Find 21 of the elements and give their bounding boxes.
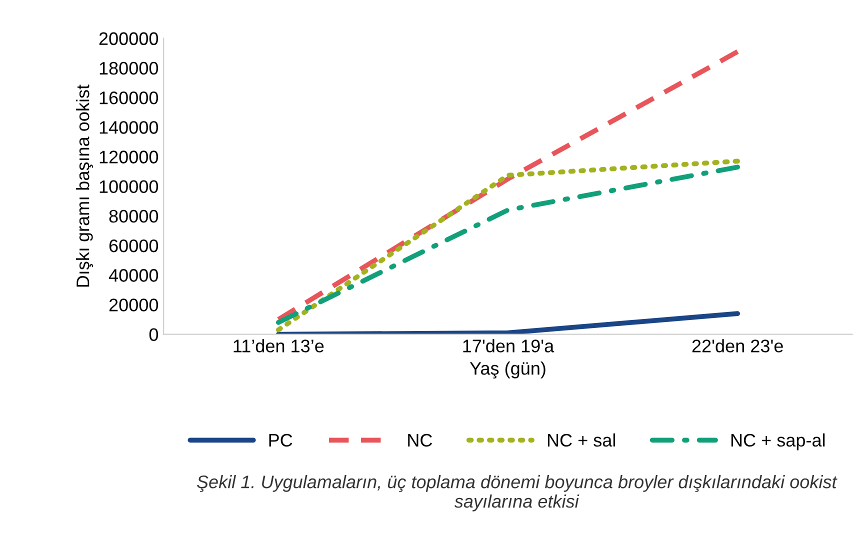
y-tick-label: 180000 (100, 62, 158, 75)
y-tick-label: 80000 (109, 210, 158, 223)
y-tick-label: 140000 (100, 121, 158, 134)
x-tick-label: 22'den 23'e (692, 339, 783, 352)
y-axis-title: Dışkı gramı başına ookist (76, 84, 93, 287)
y-tick-label: 60000 (109, 239, 158, 252)
y-tick-label: 160000 (100, 91, 158, 104)
legend-label: NC + sal (548, 433, 616, 447)
y-tick-label: 20000 (109, 298, 158, 312)
legend-label: NC + sap-al (731, 433, 825, 450)
y-tick-label: 0 (149, 328, 158, 341)
x-tick-label: 11’den 13’e (234, 339, 324, 352)
y-tick-label: 40000 (108, 269, 158, 282)
y-tick-label: 120000 (100, 150, 158, 164)
legend-label: NC (408, 434, 432, 447)
text: Şekil 1. Uygulamaların, üç toplama dönemi boyunca broyler dışkılarındaki ookist sayılarına etkisi (196, 475, 838, 512)
x-tick-label: 17'den 19'a (463, 339, 554, 352)
legend-label: PC (269, 434, 292, 447)
y-tick-label: 200000 (99, 32, 158, 46)
x-axis-title: Yaş (gün) (470, 362, 546, 378)
y-tick-label: 100000 (100, 180, 158, 194)
